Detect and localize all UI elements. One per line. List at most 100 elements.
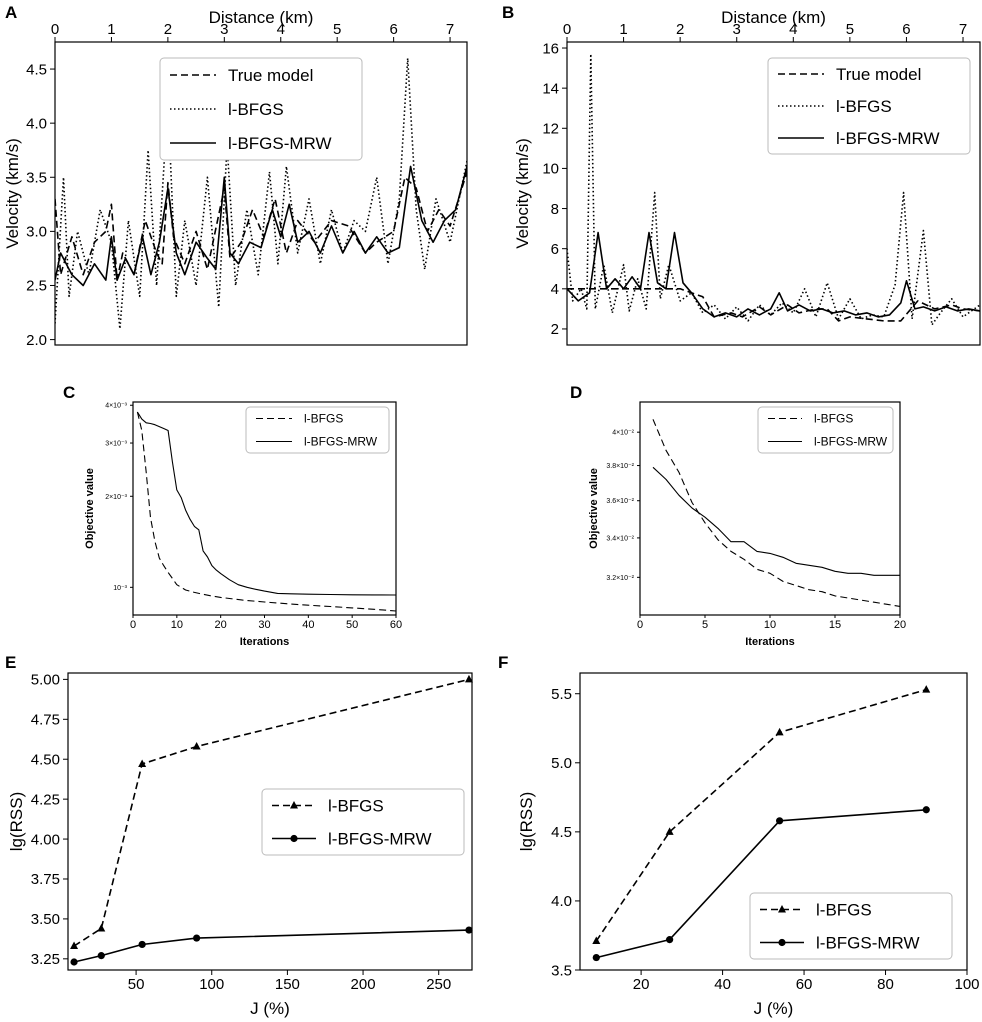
x-tick-label: 100 bbox=[954, 976, 979, 993]
y-tick-label: 4.75 bbox=[31, 712, 60, 729]
series-line-l-bfgs bbox=[567, 53, 980, 326]
legend-label: l-BFGS-MRW bbox=[816, 934, 920, 953]
y-tick-label: 2×10⁻³ bbox=[105, 494, 127, 501]
x-tick-label: 40 bbox=[302, 619, 314, 631]
y-axis-label: Velocity (km/s) bbox=[3, 138, 22, 249]
x-tick-label: 200 bbox=[351, 976, 376, 993]
panel-label-f: F bbox=[498, 653, 508, 672]
y-tick-label: 4.0 bbox=[551, 893, 572, 910]
series-line-l-bfgs bbox=[595, 688, 927, 942]
series-group-a bbox=[55, 57, 467, 330]
y-tick-label: 6 bbox=[551, 241, 559, 258]
y-tick-label: 4 bbox=[551, 281, 559, 298]
legend-marker bbox=[290, 834, 298, 843]
legend-label: l-BFGS-MRW bbox=[228, 134, 332, 153]
x-tick-label: 30 bbox=[258, 619, 270, 631]
plot-frame bbox=[579, 672, 968, 971]
y-tick-label: 8 bbox=[551, 201, 559, 218]
series-line-l-bfgs-mrw bbox=[652, 466, 900, 576]
x-tick-label: 5 bbox=[702, 619, 708, 631]
panel-label-b: B bbox=[502, 3, 514, 22]
series-group-b bbox=[567, 53, 980, 326]
y-tick-label: 4×10⁻² bbox=[612, 430, 634, 437]
y-tick-label: 3.25 bbox=[31, 951, 60, 968]
data-point bbox=[666, 936, 674, 944]
legend-label: l-BFGS bbox=[228, 100, 284, 119]
x-tick-label: 1 bbox=[619, 21, 627, 38]
y-tick-label: 4.50 bbox=[31, 751, 60, 768]
series-group-d bbox=[652, 419, 900, 607]
series-line-l-bfgs-mrw bbox=[567, 231, 980, 318]
x-tick-label: 0 bbox=[130, 619, 136, 631]
y-tick-label: 3.5 bbox=[551, 962, 572, 979]
legend-label: l-BFGS-MRW bbox=[814, 435, 888, 449]
panel-label-e: E bbox=[5, 653, 16, 672]
y-tick-label: 3.5 bbox=[26, 170, 47, 187]
y-tick-label: 5.00 bbox=[31, 672, 60, 689]
y-axis-label: lg(RSS) bbox=[7, 792, 26, 852]
data-point bbox=[922, 685, 931, 693]
x-tick-label: 0 bbox=[563, 21, 571, 38]
legend-label: l-BFGS bbox=[816, 901, 872, 920]
x-axis-label: Iterations bbox=[240, 636, 290, 648]
y-tick-label: 4×10⁻³ bbox=[105, 403, 127, 410]
y-tick-label: 5.5 bbox=[551, 686, 572, 703]
x-axis-label: Iterations bbox=[745, 636, 795, 648]
legend-label: l-BFGS-MRW bbox=[328, 830, 432, 849]
data-point bbox=[193, 934, 201, 942]
y-tick-label: 5.0 bbox=[551, 755, 572, 772]
y-tick-label: 3.75 bbox=[31, 871, 60, 888]
plot-frame bbox=[54, 41, 468, 346]
data-point bbox=[465, 926, 473, 934]
x-tick-label: 0 bbox=[637, 619, 643, 631]
y-tick-label: 3.50 bbox=[31, 911, 60, 928]
legend-label: l-BFGS-MRW bbox=[836, 129, 940, 148]
plot-frame bbox=[132, 401, 397, 616]
series-line-l-bfgs-mrw bbox=[136, 411, 396, 596]
y-tick-label: 3.2×10⁻² bbox=[606, 575, 634, 582]
x-tick-label: 0 bbox=[51, 21, 59, 38]
data-point bbox=[138, 940, 146, 949]
x-tick-label: 5 bbox=[846, 21, 854, 38]
y-tick-label: 3.4×10⁻² bbox=[606, 535, 634, 542]
series-group-f bbox=[595, 688, 927, 959]
x-tick-label: 60 bbox=[390, 619, 402, 631]
legend-label: l-BFGS bbox=[328, 797, 384, 816]
legend-label: l-BFGS bbox=[304, 412, 343, 426]
x-tick-label: 5 bbox=[333, 21, 341, 38]
series-line-l-bfgs-mrw bbox=[596, 809, 927, 959]
x-tick-label: 60 bbox=[796, 976, 813, 993]
x-tick-label: 4 bbox=[277, 21, 285, 38]
y-tick-label: 10 bbox=[542, 161, 559, 178]
x-tick-label: 6 bbox=[902, 21, 910, 38]
x-tick-label: 1 bbox=[107, 21, 115, 38]
plot-frame bbox=[566, 41, 981, 346]
data-point bbox=[70, 958, 78, 966]
panel-label-c: C bbox=[63, 383, 75, 402]
x-tick-label: 7 bbox=[959, 21, 967, 38]
data-point bbox=[138, 759, 147, 768]
x-tick-label: 10 bbox=[171, 619, 183, 631]
y-axis-label: Velocity (km/s) bbox=[513, 138, 532, 249]
data-point bbox=[97, 952, 105, 960]
legend-label: l-BFGS bbox=[836, 97, 892, 116]
y-tick-label: 4.00 bbox=[31, 831, 60, 848]
series-group-c bbox=[136, 411, 396, 612]
y-tick-label: 3.6×10⁻² bbox=[606, 498, 634, 505]
y-axis-label: Objective value bbox=[84, 468, 96, 549]
data-point bbox=[70, 941, 79, 950]
x-tick-label: 2 bbox=[164, 21, 172, 38]
legend-label: l-BFGS-MRW bbox=[304, 435, 378, 449]
legend-box bbox=[767, 57, 971, 155]
y-tick-label: 14 bbox=[542, 80, 559, 97]
series-line-true-model bbox=[567, 287, 980, 322]
data-point bbox=[97, 923, 106, 932]
x-axis-label: J (%) bbox=[754, 999, 794, 1018]
x-tick-label: 40 bbox=[714, 976, 731, 993]
x-tick-label: 20 bbox=[215, 619, 227, 631]
data-point bbox=[922, 806, 930, 814]
x-tick-label: 100 bbox=[199, 976, 224, 993]
legend-marker bbox=[290, 801, 298, 809]
x-tick-label: 3 bbox=[733, 21, 741, 38]
legend-marker bbox=[778, 938, 786, 947]
